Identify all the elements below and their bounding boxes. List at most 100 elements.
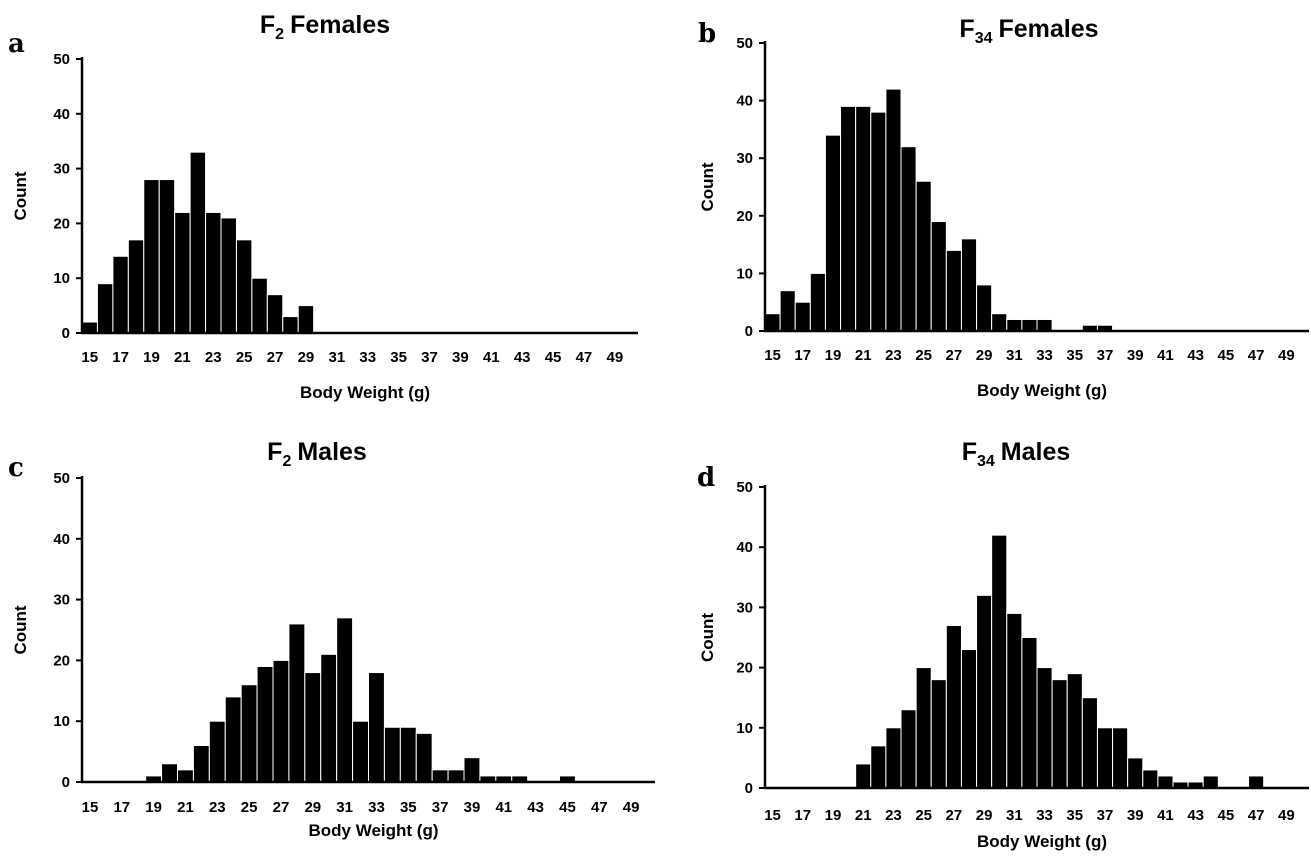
bar-21: [855, 105, 872, 332]
bar-27: [266, 294, 284, 334]
bar-24: [224, 696, 242, 783]
bar-41: [1157, 775, 1174, 789]
x-tick-label: 35: [390, 349, 407, 366]
bar-22: [189, 151, 207, 334]
bar-15: [81, 321, 98, 334]
x-tick-label: 41: [495, 799, 512, 816]
bar-20: [158, 179, 176, 334]
bar-20: [161, 763, 178, 783]
x-tick-label: 27: [267, 349, 284, 366]
bar-26: [251, 277, 268, 334]
bar-20: [840, 105, 857, 332]
bar-29: [976, 594, 993, 789]
x-tick-label: 39: [464, 799, 481, 816]
chart-title-main: F: [959, 15, 974, 43]
bar-39: [1127, 757, 1144, 789]
chart-title-rest: Males: [1001, 438, 1070, 466]
bar-29: [297, 305, 315, 334]
bar-23: [208, 720, 226, 783]
bar-16: [96, 283, 114, 334]
y-tick-label: 50: [736, 35, 753, 52]
x-tick-label: 27: [273, 799, 290, 816]
y-tick-label: 40: [736, 93, 753, 110]
chart-title-subscript: 34: [977, 453, 995, 470]
x-tick-label: 39: [1127, 347, 1144, 364]
bar-24: [900, 146, 917, 332]
x-tick-label: 25: [915, 347, 932, 364]
bar-26: [256, 665, 274, 783]
x-tick-label: 41: [483, 349, 500, 366]
x-tick-label: 29: [976, 807, 993, 824]
bar-17: [112, 255, 129, 334]
chart-title: F2 Females: [260, 11, 390, 43]
x-tick-label: 47: [1248, 807, 1265, 824]
x-tick-label: 17: [113, 799, 130, 816]
x-tick-label: 19: [825, 807, 842, 824]
bar-25: [915, 180, 932, 332]
chart-title-main: F: [260, 11, 275, 39]
x-tick-label: 43: [527, 799, 544, 816]
x-tick-label: 45: [545, 349, 562, 366]
x-tick-label: 43: [1187, 347, 1204, 364]
bar-38: [1112, 727, 1129, 789]
y-tick-label: 40: [53, 106, 70, 123]
bar-19: [824, 134, 842, 332]
x-tick-label: 21: [855, 807, 872, 824]
bar-33: [1036, 318, 1053, 332]
bar-22: [870, 111, 887, 332]
x-tick-label: 17: [794, 807, 811, 824]
bar-28: [960, 649, 978, 789]
x-tick-label: 19: [145, 799, 162, 816]
y-tick-label: 0: [62, 774, 70, 791]
bar-32: [1021, 637, 1038, 789]
y-tick-label: 40: [736, 539, 753, 556]
x-tick-label: 49: [1278, 807, 1295, 824]
x-tick-label: 37: [1097, 807, 1114, 824]
y-tick-label: 20: [736, 660, 753, 677]
bar-33: [1036, 667, 1053, 789]
x-tick-label: 45: [1218, 807, 1235, 824]
y-axis-label: Count: [11, 605, 30, 654]
panel-d: d F34 Males 0 10 20 30 40 50 15 17 19 21 23 25 27 29 31 33…: [655, 420, 1311, 856]
x-tick-label: 29: [298, 349, 315, 366]
bar-27: [945, 249, 962, 332]
x-tick-label: 37: [1097, 347, 1114, 364]
x-tick-label: 19: [825, 347, 842, 364]
bar-27: [272, 659, 290, 783]
panel-letter: a: [8, 29, 25, 59]
x-tick-label: 39: [1127, 807, 1144, 824]
x-tick-label: 35: [1066, 347, 1083, 364]
bar-26: [930, 221, 947, 332]
bar-30: [320, 653, 338, 783]
histogram-f2-males: c F2 Males 0 10 20 30 40 50 15 17 19 21 23 25 27 29 31 33 3…: [8, 438, 655, 840]
x-tick-label: 35: [1066, 807, 1083, 824]
x-tick-label: 31: [328, 349, 345, 366]
y-axis-label: Count: [11, 171, 30, 220]
x-tick-label: 25: [241, 799, 258, 816]
bar-23: [205, 211, 222, 334]
chart-title-subscript: 2: [275, 26, 284, 43]
x-tick-label: 37: [432, 799, 449, 816]
x-tick-label: 31: [1006, 347, 1023, 364]
x-tick-label: 29: [976, 347, 993, 364]
y-tick-label: 30: [736, 599, 753, 616]
bar-34: [383, 726, 401, 783]
bar-37: [1096, 727, 1114, 789]
y-tick-label: 10: [736, 265, 753, 282]
x-tick-label: 15: [82, 799, 99, 816]
x-tick-label: 23: [209, 799, 226, 816]
bar-21: [855, 763, 872, 789]
histogram-f34-males: d F34 Males 0 10 20 30 40 50 15 17 19 21 23 25 27 29 31 33…: [697, 438, 1309, 851]
chart-title: F2 Males: [267, 438, 367, 470]
bar-32: [1021, 318, 1038, 332]
bar-18: [809, 272, 826, 332]
x-tick-label: 15: [81, 349, 98, 366]
bar-15: [764, 313, 781, 332]
x-tick-label: 49: [606, 349, 623, 366]
histogram-f34-females: b F34 Females 0 10 20 30 40 50 15 17 19 21 23 25 27 29 31…: [698, 15, 1309, 400]
panel-a: a F2 Females 0 10 20 30 40 50 15 17 19 21 23 25 27 29 31 3…: [0, 0, 655, 420]
bar-28: [288, 623, 306, 783]
y-tick-label: 10: [53, 713, 70, 730]
x-tick-label: 27: [946, 807, 963, 824]
bar-47: [1248, 775, 1265, 789]
